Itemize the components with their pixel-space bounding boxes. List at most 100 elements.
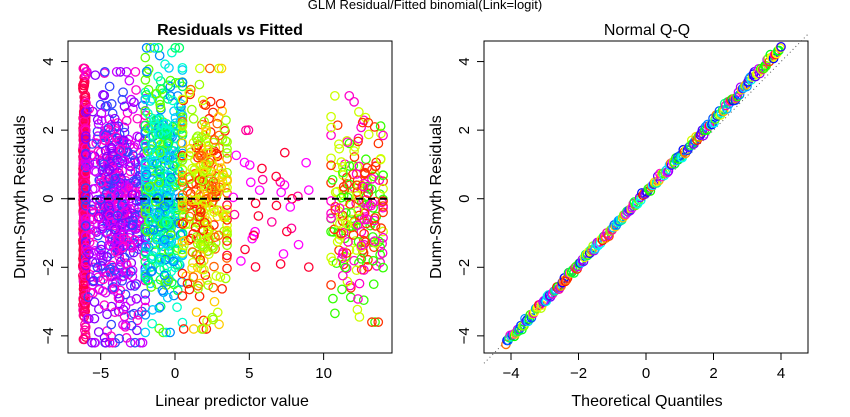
left-data-point xyxy=(330,308,340,319)
left-data-point xyxy=(349,255,359,266)
left-data-point xyxy=(177,165,188,176)
left-data-point xyxy=(121,138,132,148)
left-data-point xyxy=(348,230,359,240)
left-data-point xyxy=(222,250,232,261)
left-data-point xyxy=(96,177,106,188)
left-data-point xyxy=(177,150,188,161)
left-data-point xyxy=(203,246,214,256)
left-data-point xyxy=(141,66,152,77)
left-data-point xyxy=(177,127,188,138)
left-data-point xyxy=(212,307,223,318)
left-data-point xyxy=(94,200,104,211)
left-data-point xyxy=(356,122,366,133)
left-data-point xyxy=(140,295,151,306)
left-data-point xyxy=(178,95,189,106)
left-data-point xyxy=(195,254,206,265)
left-data-point xyxy=(197,324,207,334)
left-data-point xyxy=(177,219,188,229)
left-data-point xyxy=(359,214,370,225)
left-data-point xyxy=(111,67,122,77)
left-data-point xyxy=(281,226,292,237)
left-data-point xyxy=(152,186,163,197)
left-data-point xyxy=(243,125,254,135)
left-data-point xyxy=(147,305,158,315)
left-data-point xyxy=(344,138,355,149)
left-data-point xyxy=(159,270,170,281)
left-data-point xyxy=(96,224,106,235)
left-data-point xyxy=(202,220,212,231)
left-data-point xyxy=(353,294,363,304)
left-data-point xyxy=(164,246,175,257)
right-y-tick-label: −4 xyxy=(456,327,473,344)
left-data-point xyxy=(81,98,91,108)
left-data-point xyxy=(119,122,130,133)
left-data-point xyxy=(344,179,355,190)
left-data-point xyxy=(378,176,388,187)
left-data-point xyxy=(245,177,256,188)
left-y-axis-label: Dunn-Smyth Residuals xyxy=(12,115,29,279)
left-data-point xyxy=(80,131,91,141)
left-data-point xyxy=(370,161,381,172)
left-data-point xyxy=(222,143,232,154)
left-data-point xyxy=(357,117,368,128)
left-data-point xyxy=(89,313,100,324)
left-data-point xyxy=(182,186,193,197)
left-data-point xyxy=(119,155,130,166)
left-data-point xyxy=(343,236,353,247)
left-data-point xyxy=(326,196,336,206)
left-data-point xyxy=(105,264,115,275)
left-data-point xyxy=(174,43,185,53)
left-data-point xyxy=(194,291,205,302)
left-data-point xyxy=(203,234,214,244)
left-data-point xyxy=(209,296,220,307)
left-data-point xyxy=(124,160,135,171)
left-data-point xyxy=(222,236,232,246)
left-data-point xyxy=(106,319,117,330)
left-data-point xyxy=(163,137,174,148)
left-data-point xyxy=(153,254,164,264)
left-data-point xyxy=(104,234,115,244)
left-data-point xyxy=(257,163,267,174)
left-data-point xyxy=(352,187,363,197)
left-data-point xyxy=(96,115,107,126)
left-data-point xyxy=(279,180,290,190)
left-data-point xyxy=(186,179,197,189)
left-data-point xyxy=(174,77,185,88)
left-data-point xyxy=(231,150,242,161)
left-data-point xyxy=(118,87,128,98)
left-data-point xyxy=(194,79,205,90)
left-data-point xyxy=(104,81,115,92)
left-data-point xyxy=(195,63,205,74)
left-data-point xyxy=(109,283,120,294)
left-data-point xyxy=(378,262,388,273)
left-data-point xyxy=(110,246,121,257)
left-data-point xyxy=(155,301,166,312)
left-data-point xyxy=(81,238,91,248)
left-data-point xyxy=(115,144,126,155)
left-data-point xyxy=(377,248,388,258)
left-data-point xyxy=(161,124,172,135)
left-data-point xyxy=(170,43,181,53)
left-y-tick-label: −4 xyxy=(40,327,57,344)
left-data-point xyxy=(328,293,338,304)
left-data-point xyxy=(142,275,153,286)
left-data-point xyxy=(301,157,311,168)
left-data-point xyxy=(80,134,91,144)
left-data-point xyxy=(184,87,195,98)
left-data-point xyxy=(366,200,376,211)
left-data-point xyxy=(200,121,211,132)
left-data-point xyxy=(137,100,148,111)
left-data-point xyxy=(131,293,142,304)
left-data-point xyxy=(214,63,224,74)
left-data-point xyxy=(106,99,117,109)
left-data-point xyxy=(122,209,133,220)
left-data-point xyxy=(271,200,282,211)
left-data-point xyxy=(222,182,232,193)
left-data-point xyxy=(349,146,359,156)
left-data-point xyxy=(214,205,224,216)
left-data-point xyxy=(361,154,371,165)
right-y-tick-label: 2 xyxy=(456,126,473,134)
left-data-point xyxy=(100,145,111,156)
left-data-point xyxy=(370,221,381,231)
